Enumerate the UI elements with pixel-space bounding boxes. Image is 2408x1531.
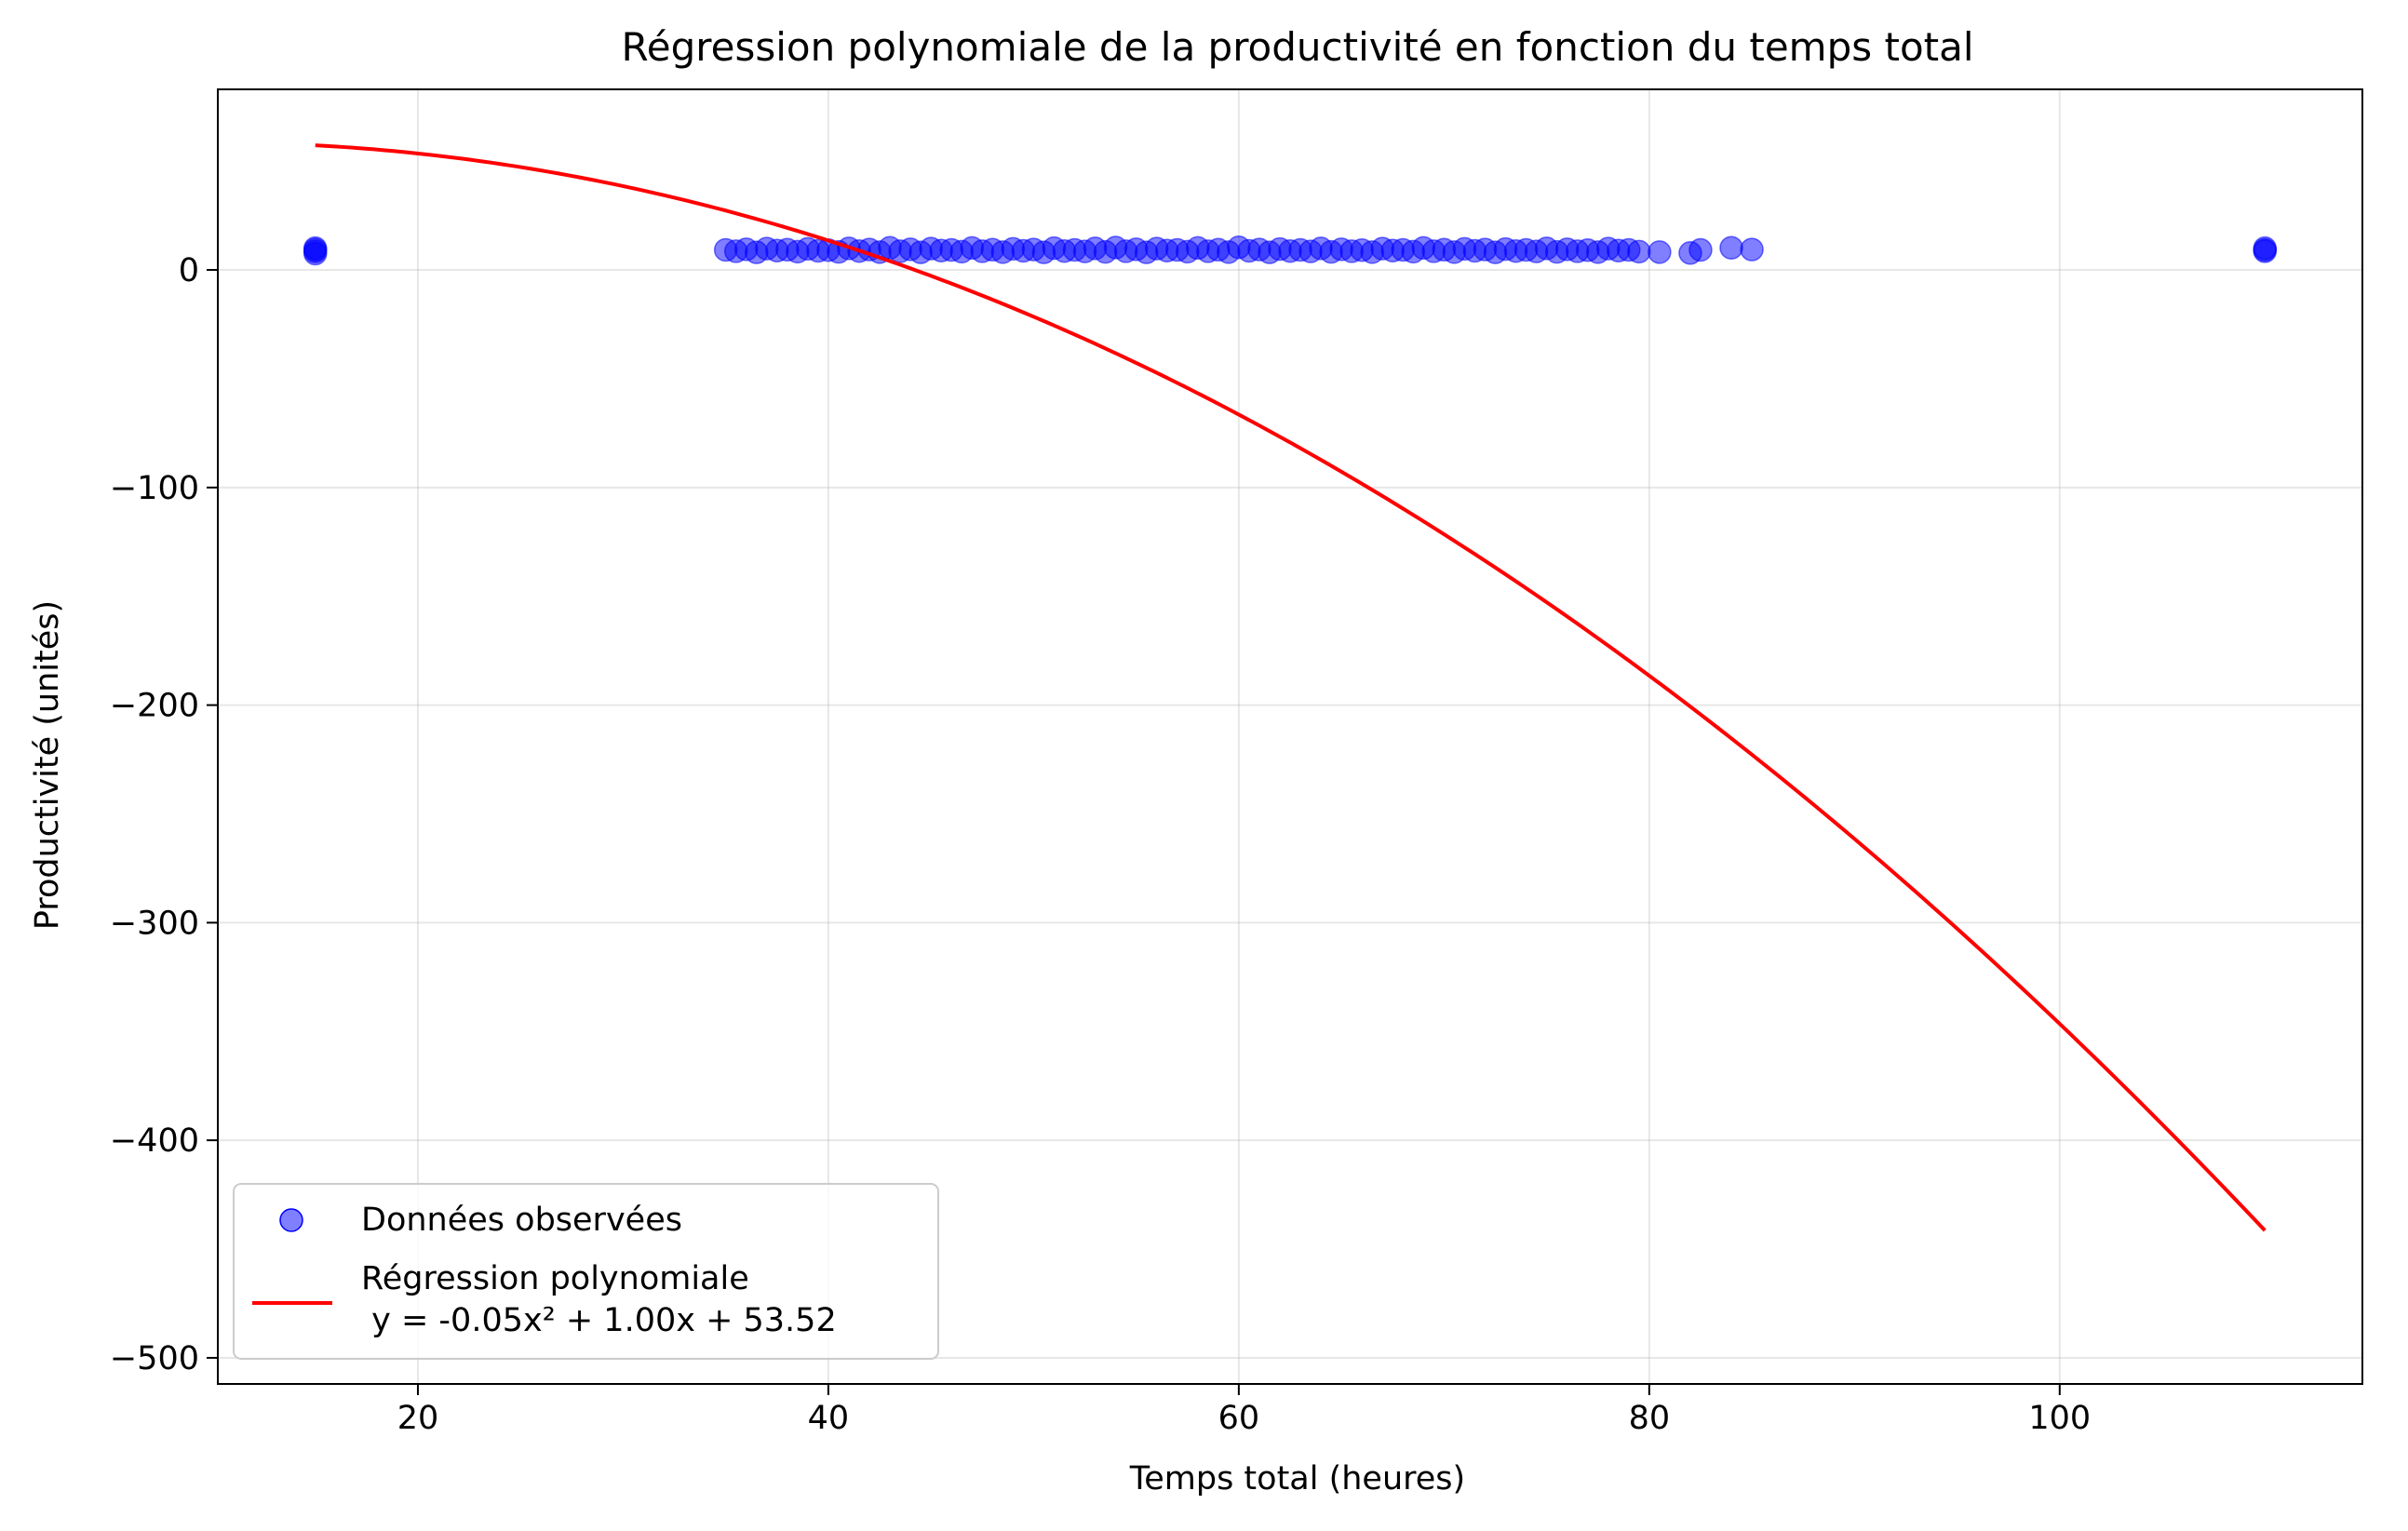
x-tick-label: 60: [1218, 1400, 1260, 1437]
regression-line-layer: [315, 143, 2267, 1232]
legend-box: [233, 1183, 939, 1360]
x-tick-label: 40: [808, 1400, 850, 1437]
plot-frame: [217, 88, 2363, 1385]
axis-ticks: 20 40 60 80 100 0 −100 −200 −300 −400 −500: [110, 252, 2091, 1437]
data-point: [1627, 239, 1651, 264]
data-point: [2253, 237, 2278, 262]
x-tick-label: 100: [2028, 1400, 2091, 1437]
y-tick-label: −200: [110, 688, 199, 725]
legend-label-line: Régression polynomiale: [361, 1260, 749, 1297]
regression-line: [315, 143, 2267, 1232]
chart-title: Régression polynomiale de la productivit…: [621, 24, 1973, 70]
x-axis-label: Temps total (heures): [1129, 1460, 1465, 1497]
legend: Données observées Régression polynomiale…: [233, 1183, 939, 1360]
grid-lines: [218, 89, 2362, 1384]
x-tick-label: 80: [1629, 1400, 1671, 1437]
legend-label-line: y = -0.05x² + 1.00x + 53.52: [361, 1302, 837, 1339]
legend-label-observed: Données observées: [361, 1202, 682, 1239]
legend-scatter-marker: [279, 1208, 303, 1232]
data-point: [1719, 235, 1743, 260]
data-points: [303, 235, 2278, 266]
data-point: [1648, 240, 1672, 264]
data-point: [303, 241, 328, 266]
data-point: [1740, 237, 1764, 262]
y-tick-label: 0: [179, 252, 199, 289]
y-tick-label: −300: [110, 905, 199, 942]
y-axis-label: Productivité (unités): [29, 600, 66, 930]
y-tick-label: −100: [110, 470, 199, 507]
y-tick-label: −500: [110, 1340, 199, 1377]
x-tick-label: 20: [397, 1400, 439, 1437]
y-tick-label: −400: [110, 1122, 199, 1160]
data-point: [1688, 237, 1713, 262]
legend-label-regression: Régression polynomiale y = -0.05x² + 1.0…: [361, 1260, 837, 1339]
